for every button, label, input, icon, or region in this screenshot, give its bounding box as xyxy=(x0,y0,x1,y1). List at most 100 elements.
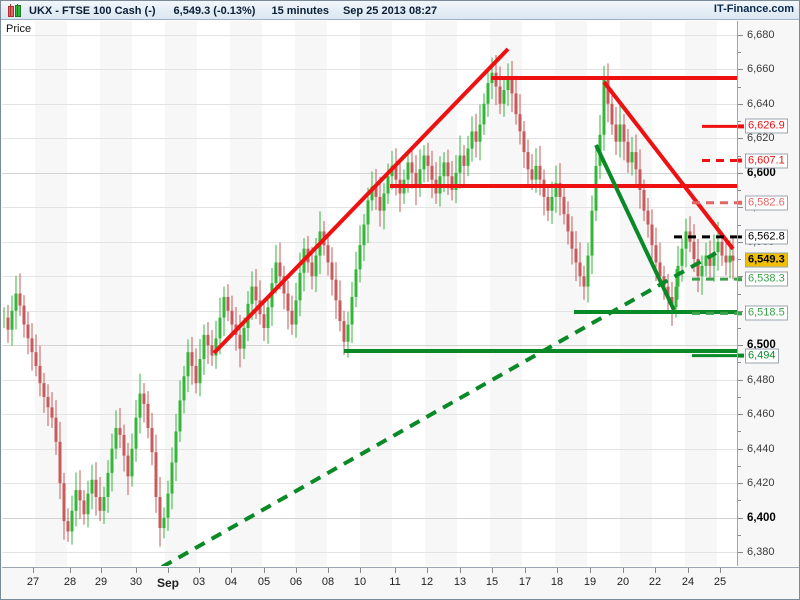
gridline xyxy=(2,104,737,105)
gridline xyxy=(2,276,737,277)
session-band xyxy=(555,21,587,566)
date-tick-label: 27 xyxy=(26,576,40,588)
price-level-tag[interactable]: 6,607.1 xyxy=(745,153,788,169)
date-tick xyxy=(101,568,102,573)
date-tick xyxy=(296,568,297,573)
date-tick xyxy=(360,568,361,573)
price-tick xyxy=(738,345,743,346)
price-minor-tick xyxy=(738,294,741,295)
date-tick-label: 08 xyxy=(321,576,335,588)
date-tick-label: 18 xyxy=(550,576,564,588)
chart-datetime: Sep 25 2013 08:27 xyxy=(342,4,438,17)
price-level-tag[interactable]: 6,538.3 xyxy=(745,271,788,287)
price-tick-label: 6,680 xyxy=(747,28,775,41)
price-minor-tick xyxy=(738,52,741,53)
date-tick-label: Sep xyxy=(156,576,180,590)
price-minor-tick xyxy=(738,535,741,536)
date-tick xyxy=(688,568,689,573)
date-axis[interactable]: 27 28 29 30 Sep 03 04 05 06 08 10 11 12 13 15 17 18 19 20 2… xyxy=(2,567,799,599)
price-tick-label: 6,620 xyxy=(747,132,775,145)
price-minor-tick xyxy=(738,431,741,432)
rising-resistance-red[interactable] xyxy=(212,47,510,355)
date-tick xyxy=(231,568,232,573)
price-tick xyxy=(738,104,743,105)
price-tick xyxy=(738,35,743,36)
price-axis[interactable]: 6,6806,6606,6406,6206,6006,5806,5606,540… xyxy=(737,21,799,566)
date-tick xyxy=(168,568,169,573)
gridline xyxy=(2,311,737,312)
date-tick xyxy=(557,568,558,573)
price-minor-tick xyxy=(738,259,741,260)
gridline xyxy=(2,380,737,381)
date-tick xyxy=(623,568,624,573)
session-band xyxy=(165,21,197,566)
price-minor-tick xyxy=(738,397,741,398)
price-level-tag[interactable]: 6,626.9 xyxy=(745,118,788,134)
date-tick-label: 06 xyxy=(289,576,303,588)
date-tick xyxy=(328,568,329,573)
price-tick-label: 6,440 xyxy=(747,442,775,455)
price-level-tag[interactable]: 6,494 xyxy=(745,348,779,364)
date-tick xyxy=(655,568,656,573)
date-tick-label: 29 xyxy=(94,576,108,588)
date-tick xyxy=(70,568,71,573)
price-tick-label: 6,600 xyxy=(747,166,776,179)
last-price: 6,549.3 (-0.13%) xyxy=(173,4,256,17)
gridline xyxy=(2,69,737,70)
price-minor-tick xyxy=(738,121,741,122)
date-tick-label: 25 xyxy=(713,576,727,588)
rising-support-dashed-green[interactable] xyxy=(161,251,717,566)
price-minor-tick xyxy=(738,190,741,191)
price-minor-tick xyxy=(738,328,741,329)
price-level-tag[interactable]: 6,518.5 xyxy=(745,305,788,321)
plot-area[interactable]: Price © IT-Finance.com xyxy=(2,21,737,566)
date-tick-label: 24 xyxy=(681,576,695,588)
date-tick-label: 11 xyxy=(389,576,401,588)
date-tick xyxy=(199,568,200,573)
date-tick-label: 15 xyxy=(485,576,499,588)
axis-marker-lines xyxy=(738,124,744,358)
price-tick-label: 6,460 xyxy=(747,408,775,421)
brand-label: IT-Finance.com xyxy=(713,3,794,15)
falling-resistance-red[interactable] xyxy=(602,80,735,251)
session-band xyxy=(685,21,717,566)
price-minor-tick xyxy=(738,87,741,88)
price-tick-label: 6,400 xyxy=(747,511,776,524)
date-tick-label: 19 xyxy=(583,576,597,588)
price-tick-label: 6,660 xyxy=(747,63,775,76)
session-band xyxy=(425,21,457,566)
date-tick xyxy=(525,568,526,573)
price-level-tag[interactable]: 6,582.6 xyxy=(745,195,788,211)
session-band xyxy=(360,21,392,566)
price-tick xyxy=(738,414,743,415)
gridline xyxy=(2,35,737,36)
instrument-name: UKX - FTSE 100 Cash (-) xyxy=(29,4,156,17)
gridline xyxy=(2,242,737,243)
axis-title: Price xyxy=(6,23,32,35)
date-tick xyxy=(395,568,396,573)
price-tick xyxy=(738,207,743,208)
date-tick-label: 03 xyxy=(192,576,206,588)
date-tick xyxy=(492,568,493,573)
date-tick-label: 13 xyxy=(453,576,467,588)
window-titlebar: UKX - FTSE 100 Cash (-) 6,549.3 (-0.13%)… xyxy=(1,1,799,20)
current-price-tag[interactable]: 6,549.3 xyxy=(745,252,788,268)
gridline xyxy=(2,518,737,519)
session-band xyxy=(35,21,67,566)
price-minor-tick xyxy=(738,225,741,226)
price-tick xyxy=(738,518,743,519)
price-tick xyxy=(738,449,743,450)
price-minor-tick xyxy=(738,500,741,501)
price-tick xyxy=(738,483,743,484)
date-tick xyxy=(590,568,591,573)
date-tick-label: 10 xyxy=(353,576,367,588)
date-tick-label: 05 xyxy=(257,576,271,588)
gridline xyxy=(2,173,737,174)
price-tick xyxy=(738,138,743,139)
price-tick-label: 6,640 xyxy=(747,97,775,110)
date-tick-label: 12 xyxy=(420,576,434,588)
price-level-tag[interactable]: 6,562.8 xyxy=(745,229,788,245)
price-tick-label: 6,420 xyxy=(747,477,775,490)
price-tick xyxy=(738,242,743,243)
